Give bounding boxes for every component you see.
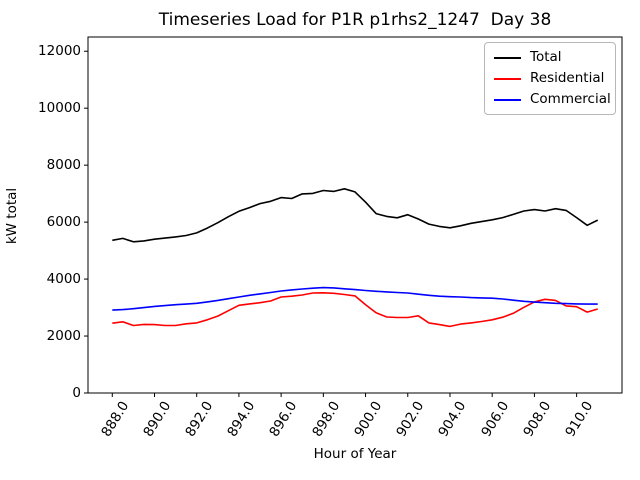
legend-item-residential: Residential (494, 71, 606, 86)
legend-item-commercial: Commercial (494, 92, 611, 107)
y-tick-label: 0 (72, 385, 81, 401)
y-tick-label: 12000 (38, 43, 81, 60)
legend-label-total: Total (530, 49, 562, 65)
legend-label-commercial: Commercial (530, 91, 611, 107)
legend-item-total: Total (494, 50, 606, 65)
y-tick-label: 6000 (46, 214, 81, 231)
axis-ticks (84, 50, 578, 397)
line-commercial (112, 286, 598, 311)
legend-line-commercial-icon (494, 98, 521, 101)
legend-line-total-icon (494, 56, 521, 59)
x-axis-label: Hour of Year (313, 446, 397, 462)
y-tick-label: 4000 (46, 271, 81, 288)
axes-frame (87, 36, 623, 394)
y-tick-label: 10000 (38, 100, 81, 117)
y-tick-label: 8000 (46, 157, 81, 174)
y-tick-label: 2000 (46, 328, 81, 345)
data-lines (112, 188, 599, 328)
line-residential (112, 291, 598, 328)
chart-title: Timeseries Load for P1R p1rhs2_1247 Day … (158, 10, 552, 30)
legend: Total Residential Commercial (484, 42, 616, 115)
legend-line-residential-icon (494, 77, 521, 80)
line-total (112, 188, 599, 243)
legend-label-residential: Residential (530, 70, 605, 86)
